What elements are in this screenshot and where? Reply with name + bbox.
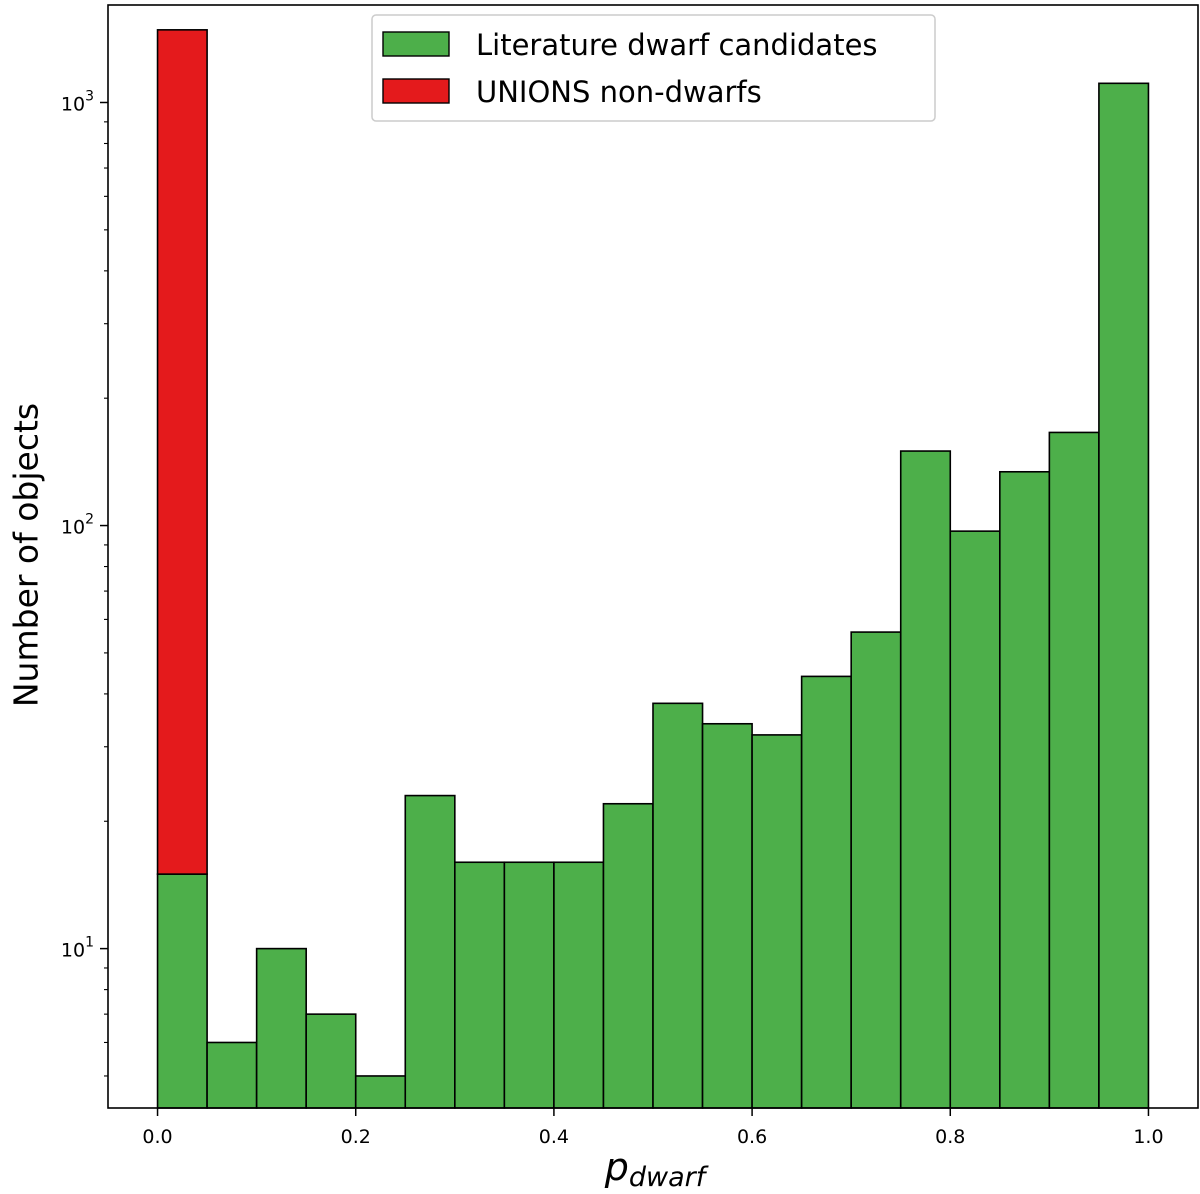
- bar-literature-dwarf-candidates-18: [1048, 431, 1100, 1109]
- legend-swatch-unions: [382, 78, 450, 104]
- bar-literature-dwarf-candidates-10: [652, 702, 704, 1109]
- legend: Literature dwarf candidates UNIONS non-d…: [371, 14, 936, 122]
- legend-label-literature: Literature dwarf candidates: [476, 28, 878, 62]
- x-axis: 0.0 0.2 0.4 0.6 0.8 1.0: [142, 1108, 1164, 1148]
- bar-literature-dwarf-candidates-3: [305, 1013, 357, 1109]
- y-tick-label: 101: [61, 935, 94, 962]
- x-tick-label: 0.0: [142, 1126, 172, 1148]
- y-axis: 101 102 103: [61, 88, 108, 1077]
- x-tick-label: 1.0: [1133, 1126, 1163, 1148]
- plot-area-frame: [107, 4, 1199, 1109]
- bar-literature-dwarf-candidates-8: [553, 861, 605, 1109]
- y-tick-label: 103: [61, 88, 94, 115]
- bar-literature-dwarf-candidates-17: [999, 470, 1051, 1109]
- bar-literature-dwarf-candidates-6: [454, 861, 506, 1109]
- y-axis-label: Number of objects: [7, 403, 46, 707]
- y-tick-label: 102: [61, 512, 94, 539]
- bar-literature-dwarf-candidates-19: [1098, 82, 1150, 1109]
- x-tick-label: 0.6: [737, 1126, 767, 1148]
- bar-literature-dwarf-candidates-14: [850, 631, 902, 1109]
- bar-literature-dwarf-candidates-13: [800, 675, 852, 1109]
- bar-literature-dwarf-candidates-4: [354, 1075, 407, 1109]
- legend-frame: [371, 14, 936, 122]
- bar-literature-dwarf-candidates-15: [899, 450, 952, 1109]
- x-tick-label: 0.8: [935, 1126, 965, 1148]
- x-tick-label: 0.4: [539, 1126, 569, 1148]
- bars-group: [156, 29, 1150, 1109]
- bar-literature-dwarf-candidates-9: [602, 802, 654, 1109]
- bar-literature-dwarf-candidates-1: [206, 1041, 258, 1109]
- bar-literature-dwarf-candidates-0: [156, 873, 208, 1109]
- x-axis-label: pdwarf: [604, 1145, 709, 1193]
- bar-literature-dwarf-candidates-12: [751, 734, 803, 1109]
- x-axis-label-subscript: dwarf: [629, 1162, 709, 1193]
- legend-label-unions: UNIONS non-dwarfs: [476, 75, 762, 109]
- bar-literature-dwarf-candidates-11: [701, 722, 753, 1109]
- bar-literature-dwarf-candidates-2: [255, 947, 307, 1109]
- legend-swatch-literature: [382, 31, 450, 57]
- bar-unions-non-dwarfs-0: [156, 29, 208, 875]
- bar-literature-dwarf-candidates-7: [503, 861, 555, 1109]
- bar-literature-dwarf-candidates-5: [404, 794, 456, 1109]
- x-axis-label-main: p: [604, 1145, 629, 1189]
- x-tick-label: 0.2: [341, 1126, 371, 1148]
- bar-literature-dwarf-candidates-16: [949, 530, 1001, 1109]
